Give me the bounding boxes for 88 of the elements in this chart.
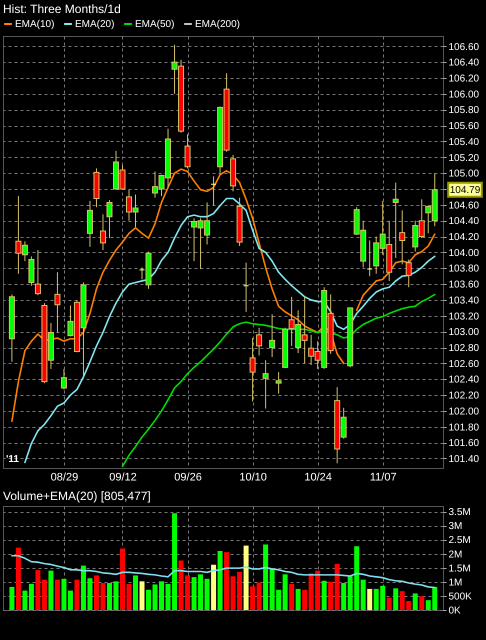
x-tick-label: 11/07 — [370, 472, 397, 484]
y-tick-label: 102.20 — [448, 390, 480, 402]
y-tick-label: 106.00 — [448, 89, 480, 100]
y-tick-label: 102.40 — [448, 374, 480, 386]
y-tick-label: 2M — [448, 549, 462, 560]
y-tick-label: 104.00 — [448, 248, 480, 259]
candlestick — [243, 262, 250, 312]
line-series — [122, 294, 436, 468]
bar — [9, 586, 14, 610]
text: 104.79 — [450, 184, 481, 196]
legend-label: EMA(10) — [15, 19, 54, 30]
y-tick-label: 1M — [448, 577, 462, 588]
bar — [48, 570, 54, 610]
y-tick-label: 106.20 — [448, 74, 480, 85]
y-tick-label: 103.00 — [448, 327, 480, 338]
legend-label: EMA(50) — [135, 19, 174, 30]
candlestick — [256, 327, 262, 356]
y-tick-label: 106.60 — [448, 42, 480, 53]
candlestick — [366, 240, 373, 277]
bar — [211, 564, 216, 610]
x-tick-label: 10/24 — [304, 472, 332, 484]
y-tick-label: 103.40 — [448, 295, 480, 306]
candlestick — [262, 360, 269, 410]
y-tick-label: 102.80 — [448, 343, 480, 354]
bar — [419, 596, 424, 610]
candlestick — [106, 200, 112, 239]
legend-label: EMA(20) — [75, 19, 114, 30]
line-series — [24, 198, 436, 464]
bar — [218, 550, 223, 610]
y-tick-label: 105.20 — [448, 152, 480, 164]
y-tick-label: 3.5M — [448, 507, 471, 518]
y-tick-label: 105.80 — [448, 105, 480, 116]
y-tick-label: 104.20 — [448, 232, 480, 244]
bar — [412, 593, 418, 610]
line-series — [11, 554, 436, 588]
y-tick-label: 101.80 — [448, 422, 480, 434]
y-tick-label: 500K — [448, 591, 472, 602]
bar — [386, 598, 392, 610]
y-tick-label: 101.60 — [448, 438, 480, 450]
y-tick-label: 104.40 — [448, 216, 480, 228]
y-tick-label: 102.00 — [448, 406, 480, 418]
annotation: '11 — [6, 454, 20, 465]
y-tick-label: 103.80 — [448, 264, 480, 275]
candlestick — [269, 314, 276, 358]
candlestick — [392, 182, 399, 258]
candlestick — [250, 338, 256, 402]
y-tick-label: 105.40 — [448, 136, 480, 148]
y-tick-label: 103.60 — [448, 280, 480, 291]
y-tick-label: 2.5M — [448, 535, 471, 546]
candlestick — [184, 134, 191, 169]
candlestick — [60, 368, 67, 390]
y-tick-label: 102.60 — [448, 358, 480, 370]
x-tick-label: 09/12 — [109, 472, 137, 484]
chart-title: Hist: Three Months/1d — [3, 2, 121, 16]
bar — [54, 580, 60, 610]
bar — [393, 588, 398, 610]
candlestick — [210, 176, 217, 206]
y-tick-label: 104.60 — [448, 200, 480, 212]
bar — [133, 575, 138, 610]
y-tick-label: 105.60 — [448, 121, 480, 132]
legend-label: EMA(200) — [195, 19, 240, 30]
x-tick-label: 09/26 — [174, 472, 202, 484]
y-tick-label: 3M — [448, 521, 462, 532]
candlestick — [86, 200, 93, 248]
bar — [367, 588, 372, 610]
candlestick — [406, 259, 412, 288]
candlestick — [34, 250, 41, 296]
y-tick-label: 0K — [448, 606, 462, 616]
y-tick-label: 103.20 — [448, 311, 480, 322]
y-tick-label: 101.40 — [448, 454, 480, 465]
candlestick — [100, 214, 106, 251]
candlestick — [276, 372, 282, 394]
bar — [289, 584, 294, 610]
bar — [296, 588, 301, 610]
y-tick-label: 105.00 — [448, 168, 480, 180]
y-tick-label: 106.40 — [448, 58, 480, 69]
candlestick — [399, 210, 406, 265]
y-tick-label: 1.5M — [448, 563, 471, 574]
x-tick-label: 08/29 — [50, 472, 78, 484]
bar — [140, 581, 145, 610]
candlestick — [28, 256, 34, 286]
bar — [74, 580, 80, 610]
candlestick — [54, 272, 60, 333]
x-tick-label: 10/10 — [239, 472, 267, 484]
bar — [322, 580, 327, 610]
bar — [16, 548, 21, 610]
bar — [244, 546, 249, 610]
chart-title: Volume+EMA(20) [805,477] — [3, 489, 151, 503]
